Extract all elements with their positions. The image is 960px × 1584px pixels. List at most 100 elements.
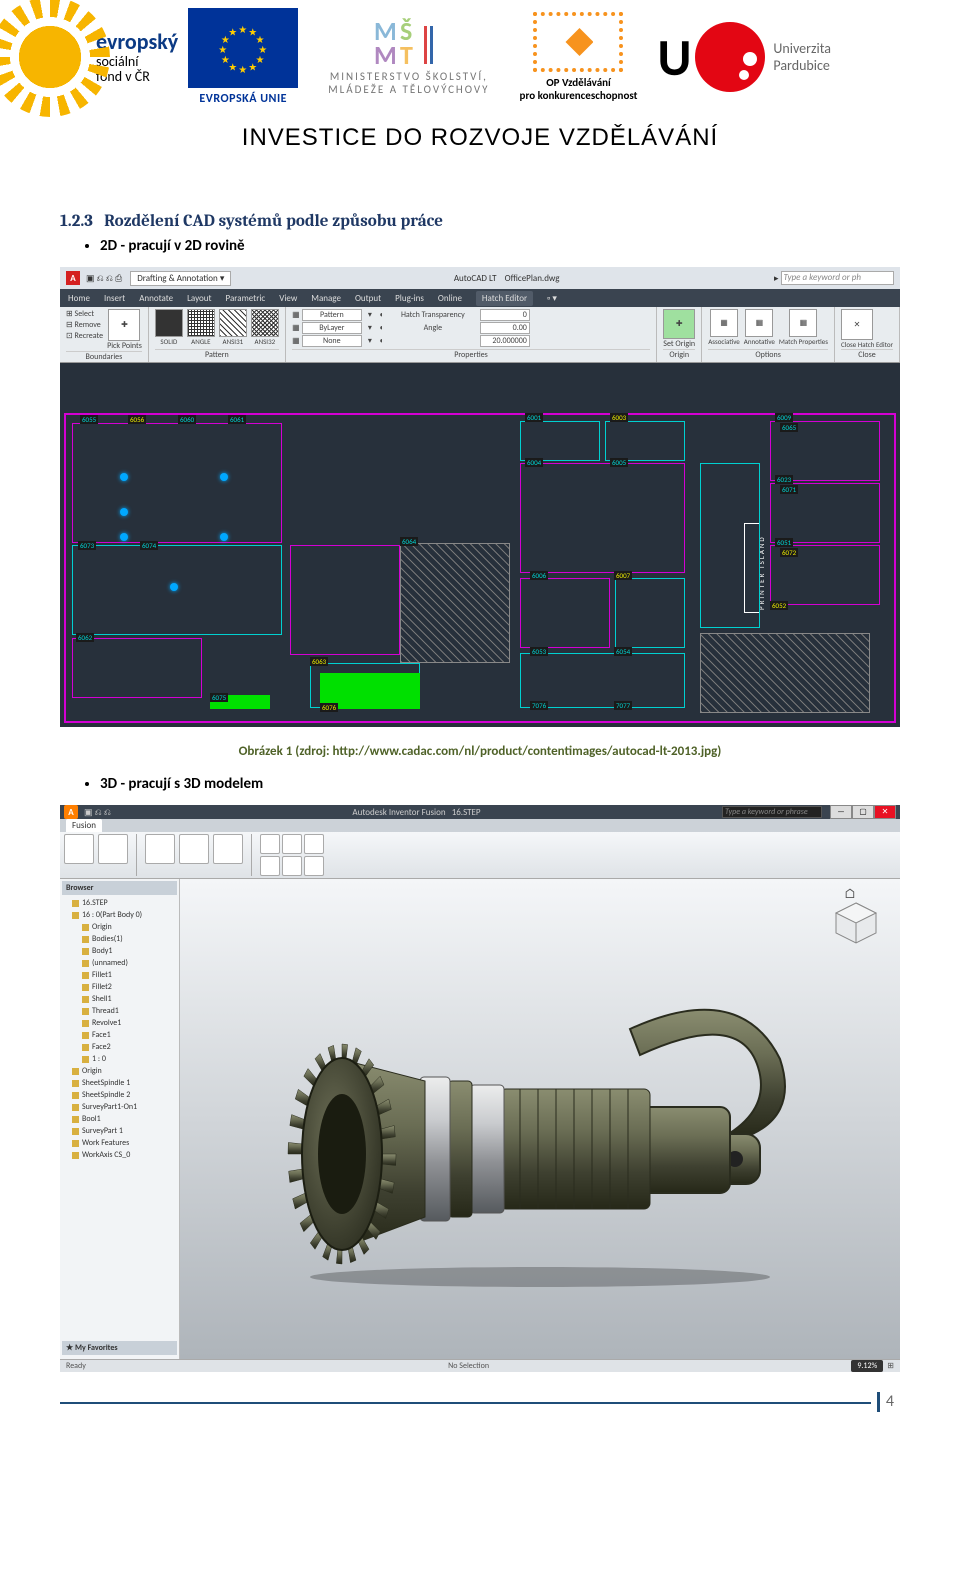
minimize-button[interactable]: — bbox=[830, 805, 852, 819]
inv-ribbon-button[interactable] bbox=[304, 834, 324, 854]
document-body: 1.2.3 Rozdělení CAD systémů podle způsob… bbox=[0, 212, 960, 1392]
inv-ribbon-button[interactable] bbox=[260, 834, 280, 854]
acad-ribbon: ⊞ Select ⊟ Remove ⊡ Recreate ✚ Pick Poin… bbox=[60, 307, 900, 363]
option-button[interactable]: ▦ bbox=[710, 309, 738, 337]
hatch-swatch[interactable] bbox=[219, 309, 247, 337]
acad-menu-item[interactable]: View bbox=[279, 293, 297, 304]
tree-item[interactable]: SurveyPart1-On1 bbox=[62, 1101, 177, 1113]
tree-item[interactable]: Bool1 bbox=[62, 1113, 177, 1125]
hatch-swatch[interactable] bbox=[187, 309, 215, 337]
tree-item[interactable]: Work Features bbox=[62, 1137, 177, 1149]
ribbon-options: ▦Associative▦Annotative▦Match Properties… bbox=[702, 307, 835, 362]
logo-strip: evropský sociální fond v ČR ★★★★★★★★★★★★… bbox=[10, 8, 950, 106]
tree-item[interactable]: Shell1 bbox=[62, 993, 177, 1005]
tree-item[interactable]: (unnamed) bbox=[62, 957, 177, 969]
nozzle-model bbox=[280, 989, 820, 1289]
acad-menu-item[interactable]: Layout bbox=[187, 293, 211, 304]
tree-item[interactable]: Origin bbox=[62, 1065, 177, 1077]
tree-item[interactable]: SheetSpindle 2 bbox=[62, 1089, 177, 1101]
tree-item[interactable]: SheetSpindle 1 bbox=[62, 1077, 177, 1089]
inv-ribbon-button[interactable] bbox=[145, 834, 175, 864]
pick-points-label: Pick Points bbox=[107, 341, 142, 351]
inv-ribbon-button[interactable] bbox=[179, 834, 209, 864]
acad-menu-item[interactable]: Insert bbox=[104, 293, 125, 304]
tree-item[interactable]: Fillet1 bbox=[62, 969, 177, 981]
footer-bar-icon bbox=[877, 1392, 880, 1412]
inv-viewport[interactable]: ⌂ bbox=[180, 879, 900, 1359]
prop-field[interactable]: ByLayer bbox=[302, 322, 362, 334]
close-hatch-button[interactable]: ✕ bbox=[841, 309, 873, 340]
hatch-swatch[interactable] bbox=[155, 309, 183, 337]
tree-item[interactable]: Thread1 bbox=[62, 1005, 177, 1017]
recreate-btn[interactable]: ⊡ Recreate bbox=[66, 331, 103, 341]
acad-menu-item[interactable]: Parametric bbox=[226, 293, 266, 304]
tree-item[interactable]: WorkAxis CS_0 bbox=[62, 1149, 177, 1161]
inv-browser-panel: Browser 16.STEP16 : 0(Part Body 0)Origin… bbox=[60, 879, 180, 1359]
maximize-button[interactable]: ▢ bbox=[852, 805, 874, 819]
tree-item[interactable]: Bodies(1) bbox=[62, 933, 177, 945]
prop-field[interactable]: Pattern bbox=[302, 309, 362, 321]
inv-status-bar: Ready No Selection 9.12% ⊞ bbox=[60, 1359, 900, 1372]
tree-item[interactable]: Body1 bbox=[62, 945, 177, 957]
inv-favorites-header: ★ My Favorites bbox=[62, 1341, 177, 1355]
status-icon[interactable]: ⊞ bbox=[887, 1361, 894, 1371]
inv-ribbon-button[interactable] bbox=[282, 856, 302, 876]
inv-ribbon-button[interactable] bbox=[64, 834, 94, 864]
inv-ribbon-button[interactable] bbox=[282, 834, 302, 854]
msmt-line1: MINISTERSTVO ŠKOLSTVÍ, bbox=[330, 70, 488, 83]
acad-active-tab[interactable]: Hatch Editor bbox=[476, 291, 533, 306]
esf-line3: fond v ČR bbox=[96, 69, 178, 84]
tree-item[interactable]: Origin bbox=[62, 921, 177, 933]
window-controls: — ▢ ✕ bbox=[830, 805, 896, 819]
inv-ribbon-button[interactable] bbox=[304, 856, 324, 876]
set-origin-label: Set Origin bbox=[663, 339, 695, 349]
acad-workspace-dropdown[interactable]: Drafting & Annotation ▾ bbox=[130, 271, 231, 286]
acad-menu-item[interactable]: Annotate bbox=[139, 293, 173, 304]
hatch-swatch[interactable] bbox=[251, 309, 279, 337]
prop-value[interactable]: 20.000000 bbox=[480, 335, 530, 347]
inv-ribbon-button[interactable] bbox=[260, 856, 280, 876]
inv-search-input[interactable]: Type a keyword or phrase bbox=[722, 806, 822, 818]
inv-body: Browser 16.STEP16 : 0(Part Body 0)Origin… bbox=[60, 879, 900, 1359]
inventor-screenshot: A ▣ ⎌ ⎌ Autodesk Inventor Fusion 16.STEP… bbox=[60, 805, 900, 1305]
tree-item[interactable]: 16.STEP bbox=[62, 897, 177, 909]
room-label: 6061 bbox=[228, 415, 246, 424]
acad-menu-item[interactable]: Manage bbox=[311, 293, 341, 304]
pick-points-icon[interactable]: ✚ bbox=[108, 309, 140, 341]
acad-menu-item[interactable]: Online bbox=[438, 293, 462, 304]
option-label: Match Properties bbox=[779, 337, 828, 346]
tree-item[interactable]: Face2 bbox=[62, 1041, 177, 1053]
tree-item[interactable]: 1 : 0 bbox=[62, 1053, 177, 1065]
msmt-logo: M Š M T MINISTERSTVO ŠKOLSTVÍ, MLÁDEŽE A… bbox=[328, 18, 489, 96]
prop-value[interactable]: 0.00 bbox=[480, 322, 530, 334]
prop-field[interactable]: None bbox=[302, 335, 362, 347]
close-button[interactable]: ✕ bbox=[874, 805, 896, 819]
option-button[interactable]: ▦ bbox=[745, 309, 773, 337]
acad-menu-item[interactable]: Home bbox=[68, 293, 90, 304]
acad-menu-item[interactable]: Plug-ins bbox=[395, 293, 424, 304]
inv-ribbon-button[interactable] bbox=[98, 834, 128, 864]
room-label: 6055 bbox=[80, 415, 98, 424]
tree-item[interactable]: Face1 bbox=[62, 1029, 177, 1041]
tree-item[interactable]: SurveyPart 1 bbox=[62, 1125, 177, 1137]
msmt-icon: M Š M T bbox=[374, 18, 444, 66]
opvk-frame-icon bbox=[533, 12, 623, 72]
figure1-caption: Obrázek 1 (zdroj: http://www.cadac.com/n… bbox=[60, 743, 900, 761]
room-label: 6063 bbox=[310, 657, 328, 666]
remove-btn[interactable]: ⊟ Remove bbox=[66, 320, 103, 330]
acad-menu-item[interactable]: Output bbox=[355, 293, 381, 304]
acad-canvas[interactable]: PRINTER ISLAND 6001600360046005600660076… bbox=[60, 363, 900, 727]
option-button[interactable]: ▦ bbox=[789, 309, 817, 337]
tree-item[interactable]: 16 : 0(Part Body 0) bbox=[62, 909, 177, 921]
tree-item[interactable]: Fillet2 bbox=[62, 981, 177, 993]
tree-item[interactable]: Revolve1 bbox=[62, 1017, 177, 1029]
set-origin-button[interactable]: ✚ bbox=[663, 309, 695, 339]
inv-ribbon-tab[interactable]: Fusion bbox=[66, 819, 102, 832]
inv-ribbon-button[interactable] bbox=[213, 834, 243, 864]
options-label: Options bbox=[708, 349, 828, 360]
acad-search-input[interactable]: Type a keyword or ph bbox=[781, 271, 894, 285]
prop-value[interactable]: 0 bbox=[480, 309, 530, 321]
bullet-3d: 3D - pracují s 3D modelem bbox=[100, 775, 263, 793]
pick-points-btn[interactable]: ⊞ Select bbox=[66, 309, 103, 319]
view-cube-icon[interactable] bbox=[832, 899, 880, 947]
